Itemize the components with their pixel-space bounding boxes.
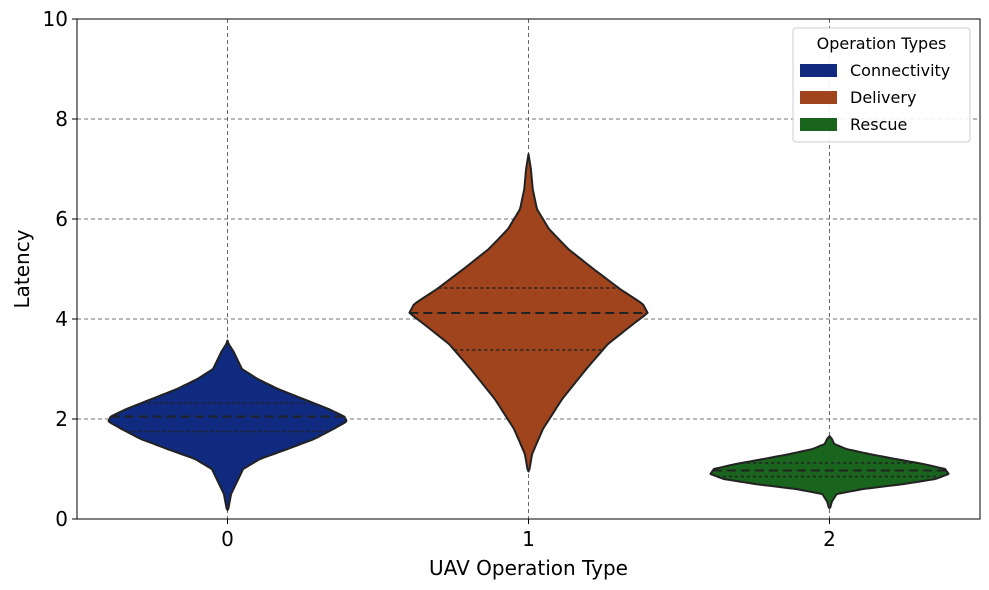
x-tick-label: 0 [221,527,234,551]
y-tick-label: 2 [55,407,68,431]
legend-entry-rescue: Rescue [800,115,907,134]
legend-label: Connectivity [850,61,950,80]
legend-box [792,27,971,143]
legend: Operation Types Connectivity Delivery Resc… [792,27,971,143]
x-tick-label: 1 [522,527,535,551]
violin-body [709,435,950,509]
legend-swatch [800,64,837,77]
violin-rescue [709,435,950,509]
y-tick-label: 10 [43,7,68,31]
y-axis-label: Latency [10,229,34,308]
legend-entry-connectivity: Connectivity [800,61,950,80]
x-tick-label: 2 [823,527,836,551]
violins [107,153,950,511]
legend-swatch [800,118,837,131]
y-tick-label: 4 [55,307,68,331]
y-tick-label: 6 [55,207,68,231]
legend-label: Delivery [850,88,916,107]
x-axis-label: UAV Operation Type [429,556,628,580]
y-tick-label: 0 [55,507,68,531]
violin-delivery [408,153,649,473]
legend-entry-delivery: Delivery [800,88,916,107]
violin-body [107,339,348,511]
axis-ticks: 0 2 4 6 8 10 0 1 2 [43,7,836,551]
legend-swatch [800,91,837,104]
legend-title: Operation Types [817,34,947,53]
y-tick-label: 8 [55,107,68,131]
violin-connectivity [107,339,348,511]
legend-label: Rescue [850,115,907,134]
